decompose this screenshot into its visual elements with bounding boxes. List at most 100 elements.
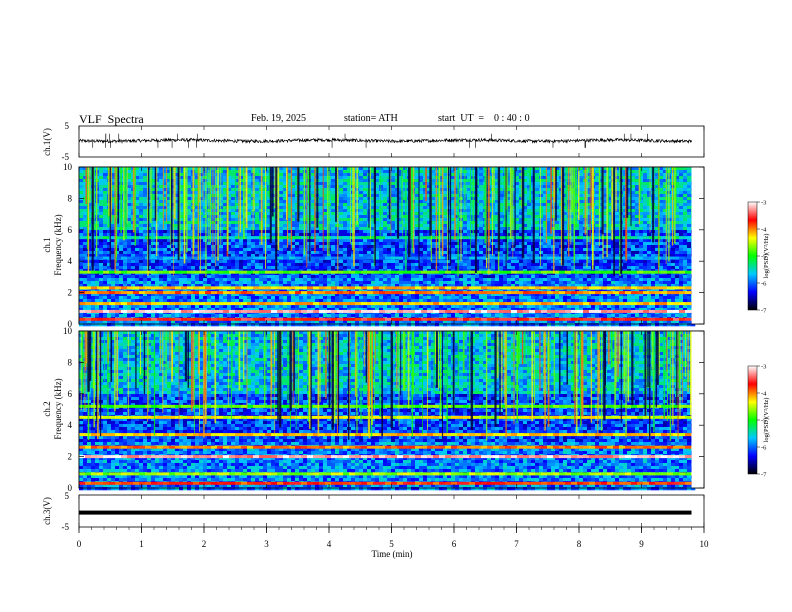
spectrogram-cell xyxy=(491,230,496,234)
spectrogram-cell xyxy=(287,197,292,201)
spectrogram-cell xyxy=(423,185,428,189)
spectrogram-cell xyxy=(451,176,456,180)
spectrogram-cell xyxy=(103,242,108,246)
spectrogram-cell xyxy=(435,185,440,189)
spectrogram-cell xyxy=(595,218,600,222)
spectrogram-cell xyxy=(167,188,172,192)
spectrogram-cell xyxy=(683,197,688,201)
spectrogram-cell xyxy=(343,233,348,237)
spectrogram-cell xyxy=(527,182,532,186)
spectrogram-cell xyxy=(287,248,292,252)
spectrogram-cell xyxy=(339,260,344,264)
spectrogram-cell xyxy=(615,185,620,189)
spectrogram-cell xyxy=(679,242,684,246)
spectrogram-cell xyxy=(563,173,568,177)
spectrogram-cell xyxy=(615,203,620,207)
spectrogram-cell xyxy=(519,182,524,186)
spectrogram-cell xyxy=(223,260,228,264)
spectrogram-cell xyxy=(479,245,484,249)
spectrogram-cell xyxy=(431,197,436,201)
spectrogram-cell xyxy=(439,185,444,189)
spectrogram-cell xyxy=(195,182,200,186)
spectrogram-cell xyxy=(511,260,516,264)
spectrogram-cell xyxy=(439,176,444,180)
spectrogram-cell xyxy=(435,200,440,204)
spectrogram-cell xyxy=(259,245,264,249)
spectrogram-cell xyxy=(587,221,592,225)
spectrogram-cell xyxy=(631,242,636,246)
spectrogram-cell xyxy=(319,185,324,189)
spectrogram-cell xyxy=(159,215,164,219)
spectrogram-cell xyxy=(299,242,304,246)
spectrogram-cell xyxy=(103,224,108,228)
spectrogram-cell xyxy=(375,185,380,189)
spectrogram-cell xyxy=(647,239,652,243)
spectrogram-cell xyxy=(255,245,260,249)
spectrogram-cell xyxy=(503,233,508,237)
spectrogram-cell xyxy=(415,176,420,180)
spectrogram-cell xyxy=(279,248,284,252)
spectrogram-cell xyxy=(575,179,580,183)
spectrogram-cell xyxy=(135,263,140,267)
spectrogram-cell xyxy=(527,209,532,213)
spectrogram-cell xyxy=(335,239,340,243)
spectrogram-cell xyxy=(423,206,428,210)
spectrogram-cell xyxy=(163,242,168,246)
spectrogram-cell xyxy=(123,263,128,267)
spectrogram-cell xyxy=(507,173,512,177)
spectrogram-cell xyxy=(359,230,364,234)
spectrogram-cell xyxy=(391,239,396,243)
spectrogram-cell xyxy=(579,227,584,231)
spectrogram-cell xyxy=(139,203,144,207)
spectrogram-cell xyxy=(543,170,548,174)
spectrogram-cell xyxy=(199,203,204,207)
spectrogram-cell xyxy=(443,230,448,234)
spectrogram-cell xyxy=(539,239,544,243)
spectrogram-cell xyxy=(139,179,144,183)
spectrogram-cell xyxy=(563,203,568,207)
spectrogram-cell xyxy=(615,227,620,231)
spectrogram-cell xyxy=(599,191,604,195)
spectrogram-cell xyxy=(551,185,556,189)
spectrogram-cell xyxy=(151,197,156,201)
spectrogram-cell xyxy=(587,209,592,213)
spectrogram-cell xyxy=(187,185,192,189)
start-ut-label: start UT = 0 : 40 : 0 xyxy=(438,113,530,124)
spectrogram-cell xyxy=(331,251,336,255)
spectrogram-cell xyxy=(203,242,208,246)
spectrogram-cell xyxy=(99,245,104,249)
spectrogram-cell xyxy=(599,176,604,180)
spectrogram-cell xyxy=(79,239,84,243)
spectrogram-cell xyxy=(323,197,328,201)
spectrogram-cell xyxy=(635,200,640,204)
spectrogram-cell xyxy=(127,185,132,189)
spectrogram-cell xyxy=(283,194,288,198)
spectrogram-cell xyxy=(363,203,368,207)
spectrogram-cell xyxy=(347,188,352,192)
spectrogram-cell xyxy=(423,245,428,249)
spectrogram-cell xyxy=(239,224,244,228)
spectrogram-cell xyxy=(99,230,104,234)
spectrogram-cell xyxy=(423,209,428,213)
spectrogram-cell xyxy=(199,221,204,225)
spectrogram-cell xyxy=(527,260,532,264)
spectrogram-cell xyxy=(287,167,292,171)
spectrogram-cell xyxy=(299,200,304,204)
spectrogram-cell xyxy=(255,227,260,231)
spectrogram-cell xyxy=(579,230,584,234)
spectrogram-cell xyxy=(603,209,608,213)
spectrogram-cell xyxy=(255,197,260,201)
spectrogram-cell xyxy=(103,263,108,267)
spectrogram-cell xyxy=(299,194,304,198)
spectrogram-cell xyxy=(343,203,348,207)
spectrogram-cell xyxy=(683,248,688,252)
spectrogram-cell xyxy=(167,212,172,216)
spectrogram-cell xyxy=(319,173,324,177)
spectrogram-cell xyxy=(383,239,388,243)
spectrogram-cell xyxy=(419,179,424,183)
spectrogram-cell xyxy=(479,176,484,180)
spectrogram-cell xyxy=(331,218,336,222)
spectrogram-cell xyxy=(231,230,236,234)
spectrogram-cell xyxy=(119,251,124,255)
spectrogram-cell xyxy=(423,176,428,180)
